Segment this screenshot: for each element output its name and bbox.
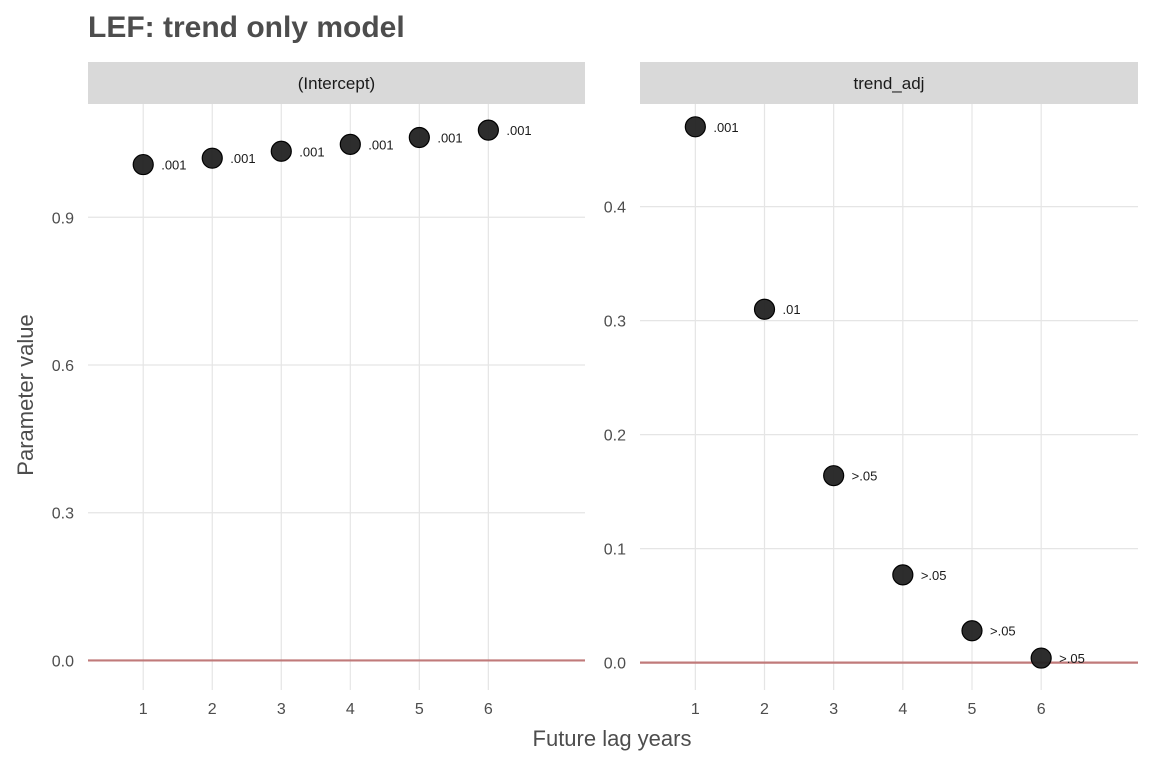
chart-title: LEF: trend only model [88, 11, 405, 44]
x-tick-label: 4 [346, 701, 355, 718]
x-tick-label: 2 [760, 701, 769, 718]
data-point [961, 620, 983, 642]
x-tick-label: 4 [898, 701, 907, 718]
y-tick-label: 0.3 [52, 506, 74, 523]
facet-panels: (Intercept) 0.0 0.3 0.6 0.9 1 2 3 4 5 6 .001 .001 .00… [52, 62, 1138, 718]
y-tick-label: 0.9 [52, 210, 74, 227]
point-p-value-label: .01 [783, 302, 801, 317]
point-p-value-label: .001 [506, 123, 531, 138]
point-p-value-label: >.05 [921, 568, 947, 583]
y-tick-label: 0.2 [604, 428, 626, 445]
data-point [201, 147, 223, 169]
x-tick-label: 5 [968, 701, 977, 718]
y-tick-label: 0.4 [604, 200, 626, 217]
x-axis-title: Future lag years [533, 726, 692, 751]
facet-strip-label: trend_adj [854, 74, 925, 93]
point-p-value-label: >.05 [852, 469, 878, 484]
data-point [408, 126, 430, 149]
data-point [823, 465, 845, 487]
point-p-value-label: >.05 [1059, 651, 1085, 666]
point-p-value-label: .001 [437, 130, 462, 145]
point-p-value-label: .001 [230, 151, 255, 166]
y-tick-label: 0.1 [604, 542, 626, 559]
facet-panel-1: (Intercept) 0.0 0.3 0.6 0.9 1 2 3 4 5 6 .001 .001 .00… [52, 62, 585, 718]
y-tick-label: 0.0 [52, 653, 74, 670]
data-point [1030, 647, 1052, 669]
facet-panel-2: trend_adj 0.0 0.1 0.2 0.3 0.4 1 2 3 4 5 6 .001 .01 >.0… [604, 62, 1138, 718]
point-p-value-label: .001 [368, 137, 393, 152]
facet-strip-label: (Intercept) [298, 74, 375, 93]
data-point [753, 298, 776, 320]
data-point [270, 140, 292, 162]
data-point [132, 153, 154, 176]
x-tick-label: 3 [829, 701, 838, 718]
x-tick-label: 1 [691, 701, 700, 718]
data-point [339, 133, 361, 155]
x-tick-label: 3 [277, 701, 286, 718]
point-p-value-label: .001 [299, 144, 324, 159]
x-tick-label: 1 [139, 701, 148, 718]
point-p-value-label: .001 [161, 158, 186, 173]
x-tick-label: 6 [484, 701, 493, 718]
y-tick-label: 0.6 [52, 358, 74, 375]
data-point [684, 116, 706, 138]
point-p-value-label: >.05 [990, 624, 1016, 639]
point-p-value-label: .001 [713, 120, 738, 135]
y-axis-title: Parameter value [13, 314, 38, 475]
data-point [477, 119, 499, 141]
x-tick-label: 5 [415, 701, 424, 718]
data-point [892, 564, 914, 586]
x-tick-label: 2 [208, 701, 217, 718]
x-tick-label: 6 [1037, 701, 1046, 718]
y-tick-label: 0.3 [604, 314, 626, 331]
facet-strip [640, 62, 1138, 104]
facet-strip [88, 62, 585, 104]
y-tick-label: 0.0 [604, 656, 626, 673]
